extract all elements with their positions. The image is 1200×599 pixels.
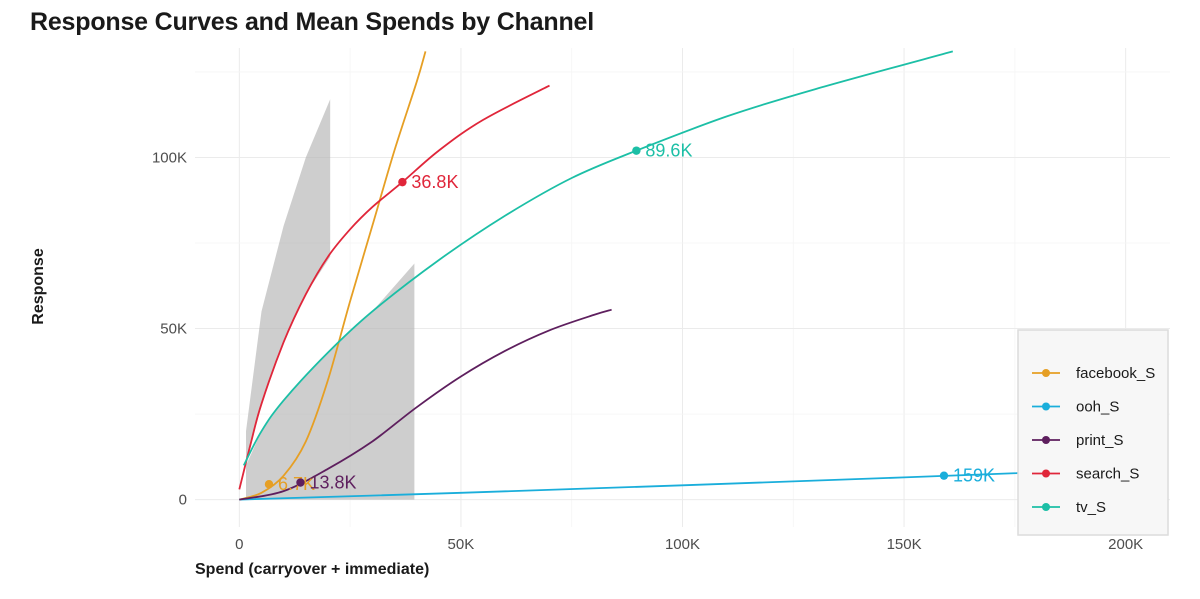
mean-spend-points: 6.7K 159K 13.8K 36.8K 89.6K — [264, 141, 995, 494]
curve-print-S — [239, 308, 612, 501]
legend-label-ooh-S: ooh_S — [1076, 399, 1119, 416]
curve-ooh-S — [239, 467, 1148, 501]
mean-label-facebook-S: 6.7K — [278, 474, 315, 494]
curve-tv-S — [242, 50, 954, 466]
legend-label-search-S: search_S — [1076, 466, 1139, 483]
y-tick-label: 100K — [152, 149, 187, 166]
x-tick-label: 150K — [887, 536, 922, 553]
legend-marker-ooh-S — [1042, 402, 1050, 411]
mean-point-tv-S — [632, 146, 641, 155]
mean-point-search-S — [398, 177, 407, 187]
legend-marker-facebook-S — [1042, 369, 1050, 377]
mean-label-ooh-S: 159K — [953, 466, 995, 486]
curve-search-S — [238, 84, 550, 490]
y-tick-label: 0 — [179, 492, 187, 509]
mean-point-facebook-S — [264, 480, 274, 489]
legend-label-tv-S: tv_S — [1076, 499, 1106, 516]
legend-marker-search-S — [1042, 469, 1050, 478]
legend-marker-tv-S — [1042, 503, 1050, 511]
response-curves — [238, 50, 1148, 501]
mean-point-print-S — [296, 478, 305, 487]
y-axis-title: Response — [30, 248, 47, 325]
curve-facebook-S — [239, 51, 427, 501]
confidence-bands — [246, 99, 415, 500]
x-tick-label: 100K — [665, 536, 700, 553]
mean-label-search-S: 36.8K — [411, 172, 458, 192]
grid-lines — [195, 48, 1170, 527]
axes: 0 50K 100K 150K 200K 0 50K 100K Spend (carryover… — [30, 149, 1143, 578]
search-band — [246, 99, 331, 459]
mean-label-print-S: 13.8K — [309, 473, 356, 493]
legend: facebook_S ooh_S print_S search_S tv_S — [1017, 329, 1169, 536]
legend-label-print-S: print_S — [1076, 432, 1124, 449]
x-tick-label: 0 — [235, 536, 243, 553]
x-tick-label: 50K — [448, 536, 475, 553]
legend-label-facebook-S: facebook_S — [1076, 365, 1155, 382]
y-tick-label: 50K — [160, 321, 187, 338]
x-axis-title: Spend (carryover + immediate) — [195, 561, 429, 578]
mean-point-ooh-S — [939, 471, 949, 480]
x-tick-label: 200K — [1108, 536, 1143, 553]
mean-label-tv-S: 89.6K — [645, 141, 692, 161]
legend-marker-print-S — [1042, 436, 1050, 444]
legend-box — [1017, 329, 1169, 536]
chart-title: Response Curves and Mean Spends by Chann… — [30, 8, 594, 36]
